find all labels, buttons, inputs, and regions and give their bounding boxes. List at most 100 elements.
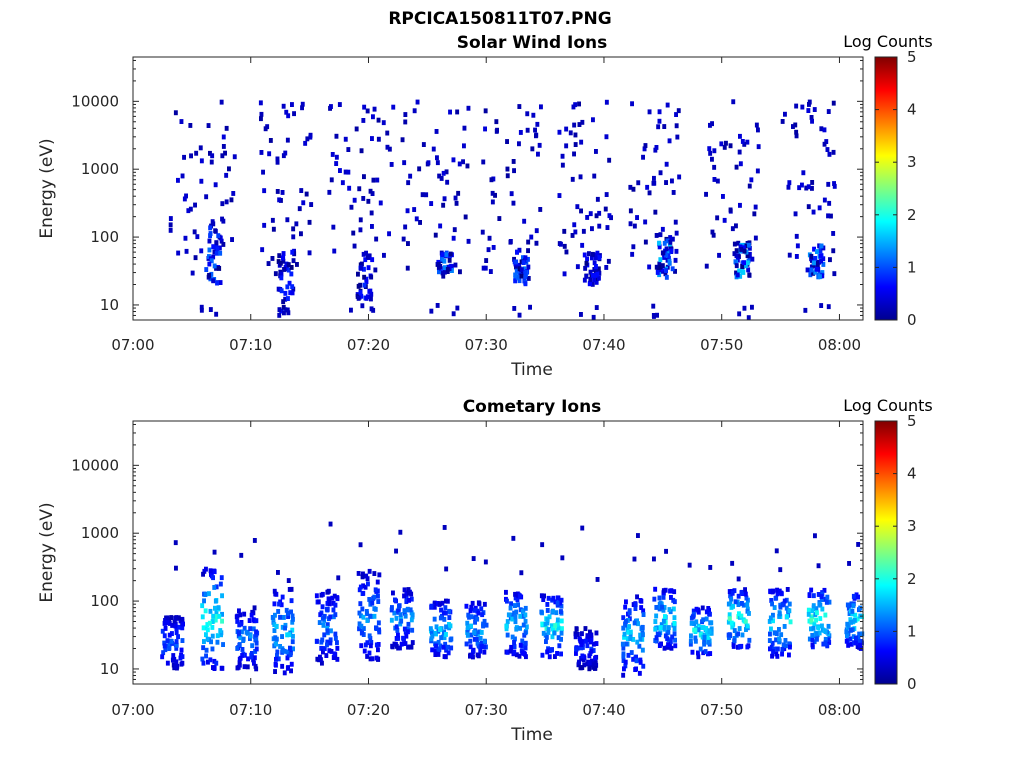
spectrogram-cell xyxy=(629,650,634,655)
spectrogram-cell xyxy=(560,153,565,159)
spectrogram-cell xyxy=(691,608,696,614)
spectrogram-cell xyxy=(285,137,290,143)
spectrogram-cell xyxy=(696,650,700,656)
spectrogram-cell xyxy=(626,652,631,658)
spectrogram-cell xyxy=(689,620,694,626)
spectrogram-cell xyxy=(359,630,364,636)
spectrogram-cell xyxy=(730,226,735,232)
spectrogram-cell xyxy=(433,630,438,636)
spectrogram-cell xyxy=(270,217,275,223)
spectrogram-cell xyxy=(285,655,290,661)
spectrogram-cell xyxy=(240,647,245,652)
spectrogram-cell xyxy=(664,548,668,554)
spectrogram-cell xyxy=(442,616,447,622)
spectrogram-cell xyxy=(404,596,409,602)
spectrogram-cell xyxy=(638,632,643,638)
spectrogram-cell xyxy=(218,628,223,633)
spectrogram-cell xyxy=(518,642,523,648)
spectrogram-cell xyxy=(516,602,520,608)
spectrogram-cell xyxy=(325,606,330,612)
spectrogram-cell xyxy=(441,202,446,208)
spectrogram-cell xyxy=(747,245,752,251)
spectrogram-cell xyxy=(320,591,325,597)
spectrogram-cell xyxy=(443,605,448,611)
spectrogram-cell xyxy=(163,647,168,653)
x-tick-label: 07:30 xyxy=(465,701,508,719)
spectrogram-cell xyxy=(238,635,243,641)
spectrogram-cell xyxy=(276,259,281,264)
spectrogram-cell xyxy=(634,658,639,664)
spectrogram-cell xyxy=(391,590,395,596)
spectrogram-cell xyxy=(367,650,372,656)
spectrogram-cell xyxy=(360,303,365,309)
spectrogram-cell xyxy=(266,261,271,266)
spectrogram-cell xyxy=(593,660,598,666)
spectrogram-cell xyxy=(275,156,280,162)
spectrogram-cell xyxy=(377,629,382,635)
spectrogram-cell xyxy=(284,607,289,613)
spectrogram-cell xyxy=(410,627,415,633)
spectrogram-cell xyxy=(525,111,530,117)
spectrogram-cell xyxy=(846,642,851,648)
spectrogram-cell xyxy=(645,184,650,190)
spectrogram-cell xyxy=(409,617,414,623)
spectrogram-cell xyxy=(770,589,775,595)
spectrogram-cell xyxy=(442,525,447,530)
spectrogram-cell xyxy=(787,608,792,614)
spectrogram-cell xyxy=(394,548,398,554)
spectrogram-cell xyxy=(734,248,739,254)
spectrogram-cell xyxy=(179,647,184,653)
spectrogram-cell xyxy=(555,621,560,627)
spectrogram-cell xyxy=(271,226,276,232)
spectrogram-cell xyxy=(594,662,599,668)
spectrogram-cell xyxy=(208,568,213,574)
spectrogram-cell xyxy=(673,268,677,274)
colorbar-label: Log Counts xyxy=(843,396,933,415)
spectrogram-cell xyxy=(654,233,659,238)
spectrogram-cell xyxy=(428,626,433,632)
spectrogram-cell xyxy=(169,615,174,620)
spectrogram-cell xyxy=(201,645,206,651)
spectrogram-cell xyxy=(806,607,811,613)
spectrogram-cell xyxy=(722,217,727,223)
spectrogram-cell xyxy=(750,304,754,310)
spectrogram-cell xyxy=(280,634,284,639)
spectrogram-cell xyxy=(211,665,215,670)
spectrogram-cell xyxy=(361,251,366,257)
spectrogram-cell xyxy=(445,179,450,185)
spectrogram-cell xyxy=(440,256,444,262)
spectrogram-cell xyxy=(747,183,752,189)
spectrogram-cell xyxy=(737,626,742,631)
spectrogram-cell xyxy=(652,180,657,186)
spectrogram-cell xyxy=(726,619,731,625)
spectrogram-cell xyxy=(674,248,679,254)
spectrogram-cell xyxy=(279,275,284,281)
spectrogram-cell xyxy=(734,253,739,259)
spectrogram-cell xyxy=(655,631,660,637)
spectrogram-cell xyxy=(220,593,224,599)
spectrogram-cell xyxy=(590,251,595,257)
spectrogram-cell xyxy=(263,126,268,132)
spectrogram-cell xyxy=(736,593,741,599)
spectrogram-cell xyxy=(806,108,811,113)
spectrogram-cell xyxy=(361,118,366,123)
spectrogram-cell xyxy=(749,177,754,183)
spectrogram-cell xyxy=(809,115,814,120)
spectrogram-cell xyxy=(736,240,741,246)
spectrogram-cell xyxy=(826,623,831,629)
spectrogram-cell xyxy=(737,311,742,317)
spectrogram-cell xyxy=(657,109,662,115)
spectrogram-cell xyxy=(349,307,353,313)
spectrogram-cell xyxy=(208,307,213,312)
spectrogram-cell xyxy=(706,639,711,645)
spectrogram-cell xyxy=(220,153,225,159)
spectrogram-cell xyxy=(575,204,580,210)
spectrogram-cell xyxy=(270,615,275,620)
spectrogram-cell xyxy=(252,538,257,543)
spectrogram-cell xyxy=(290,613,295,619)
spectrogram-cell xyxy=(176,177,180,183)
spectrogram-cell xyxy=(810,118,814,124)
spectrogram-cell xyxy=(674,123,679,129)
spectrogram-cell xyxy=(190,270,195,276)
spectrogram-cell xyxy=(398,612,403,618)
